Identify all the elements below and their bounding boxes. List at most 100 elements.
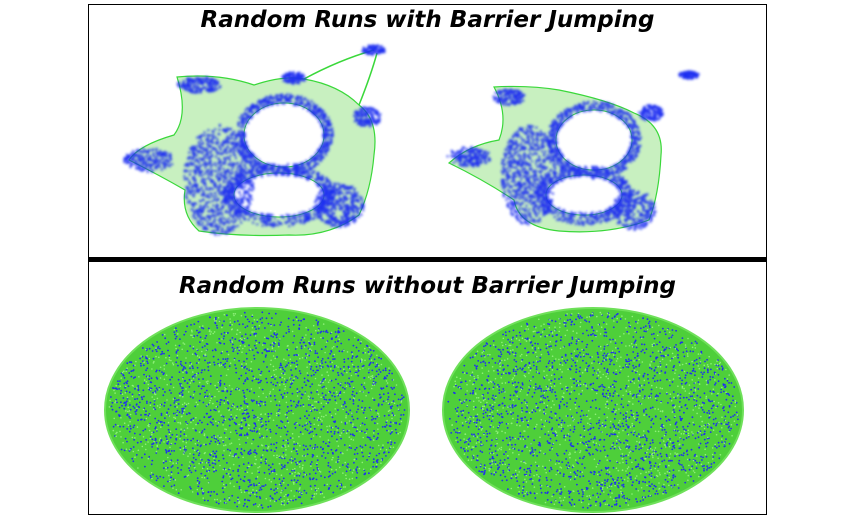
node-dot <box>217 178 221 182</box>
node-dot <box>205 156 208 159</box>
node-dot <box>226 225 229 229</box>
node-dot <box>198 207 201 211</box>
node-dot <box>321 176 324 179</box>
node-dot <box>298 71 301 74</box>
node-dot <box>592 222 595 225</box>
node-dot <box>234 225 237 228</box>
node-dot <box>603 106 606 109</box>
node-dot <box>289 76 292 79</box>
node-dot <box>557 156 560 159</box>
node-dot <box>338 224 341 227</box>
node-dot <box>228 172 231 175</box>
node-dot <box>254 174 257 177</box>
node-dot <box>193 85 196 88</box>
node-dot <box>360 197 363 200</box>
node-dot <box>235 177 238 180</box>
node-dot <box>291 76 294 79</box>
node-dot <box>338 183 341 186</box>
node-dot <box>313 165 316 168</box>
node-dot <box>250 109 253 112</box>
node-dot <box>327 120 330 123</box>
node-dot <box>362 204 365 207</box>
node-dot <box>203 194 206 197</box>
node-dot <box>632 148 635 151</box>
node-dot <box>573 176 576 179</box>
node-dot <box>605 220 608 223</box>
node-dot <box>379 113 382 116</box>
node-dot <box>618 190 621 193</box>
node-dot <box>260 217 263 220</box>
node-dot <box>288 168 291 171</box>
node-dot <box>222 179 226 182</box>
node-dot <box>610 208 613 211</box>
node-dot <box>592 100 595 103</box>
node-dot <box>201 134 204 137</box>
node-dot <box>552 211 555 214</box>
node-dot <box>584 109 587 113</box>
node-dot <box>529 186 532 189</box>
node-dot <box>368 52 372 55</box>
node-dot <box>254 161 257 164</box>
node-dot <box>225 177 228 180</box>
node-dot <box>213 191 217 195</box>
node-dot <box>241 199 244 202</box>
node-dot <box>327 124 330 127</box>
node-dot <box>204 86 207 89</box>
node-dot <box>222 144 225 148</box>
node-dot <box>197 86 200 89</box>
node-dot <box>630 145 634 148</box>
node-dot <box>569 107 573 110</box>
node-dot <box>211 169 214 172</box>
node-dot <box>238 191 241 194</box>
node-dot <box>253 164 257 167</box>
node-dot <box>368 125 371 128</box>
node-dot <box>292 167 295 170</box>
node-dot <box>352 211 355 214</box>
node-dot <box>169 154 172 157</box>
node-dot <box>223 196 226 199</box>
node-dot <box>300 74 303 77</box>
node-dot <box>211 141 215 144</box>
node-dot <box>182 82 185 85</box>
node-dot <box>227 186 230 189</box>
node-dot <box>144 167 147 170</box>
node-dot <box>373 48 376 51</box>
node-dot <box>148 158 151 161</box>
node-dot <box>323 145 326 148</box>
node-dot <box>276 98 279 101</box>
node-dot <box>214 136 217 139</box>
node-dot <box>306 169 309 172</box>
node-dot <box>299 221 303 224</box>
node-dot <box>256 107 259 110</box>
node-dot <box>323 113 326 116</box>
node-dot <box>229 203 232 206</box>
node-dot <box>249 214 252 217</box>
node-dot <box>182 87 185 90</box>
node-dot <box>327 194 330 197</box>
node-dot <box>243 126 246 129</box>
node-dot <box>303 105 306 108</box>
node-dot <box>282 172 285 175</box>
node-dot <box>579 106 582 109</box>
node-dot <box>584 212 587 215</box>
node-dot <box>340 206 343 209</box>
node-dot <box>225 180 229 183</box>
node-dot <box>213 185 216 188</box>
node-dot <box>612 111 615 115</box>
node-dot <box>197 141 200 144</box>
node-dot <box>130 154 133 157</box>
node-dot <box>628 157 631 160</box>
node-dot <box>319 150 322 153</box>
node-dot <box>244 175 247 178</box>
node-dot <box>203 160 206 163</box>
node-dot <box>266 164 269 168</box>
node-dot <box>364 108 367 111</box>
node-dot <box>329 134 332 137</box>
node-dot <box>558 126 561 129</box>
node-dot <box>251 115 254 118</box>
node-dot <box>322 140 325 143</box>
node-dot <box>591 211 594 214</box>
node-dot <box>632 124 635 127</box>
node-dot <box>559 177 563 180</box>
node-dot <box>566 212 570 215</box>
